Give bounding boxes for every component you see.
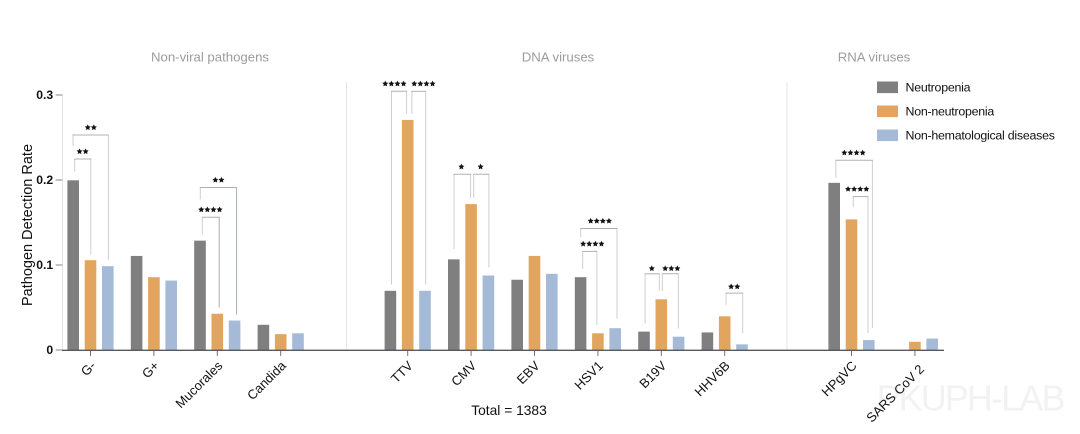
svg-text:Pathogen Detection Rate: Pathogen Detection Rate [20,144,36,306]
svg-text:PKUPH-LAB: PKUPH-LAB [877,378,1065,419]
svg-text:Non-neutropenia: Non-neutropenia [906,105,995,119]
svg-text:0: 0 [46,343,53,357]
svg-text:DNA viruses: DNA viruses [522,50,595,65]
svg-text:0.1: 0.1 [36,258,53,272]
svg-text:Total = 1383: Total = 1383 [471,403,547,418]
svg-text:0.3: 0.3 [36,88,53,102]
svg-text:Non-viral pathogens: Non-viral pathogens [151,50,269,65]
svg-text:Non-hematological diseases: Non-hematological diseases [906,129,1055,143]
svg-text:RNA viruses: RNA viruses [838,50,911,65]
svg-text:Neutropenia: Neutropenia [906,81,971,95]
svg-text:0.2: 0.2 [36,173,53,187]
